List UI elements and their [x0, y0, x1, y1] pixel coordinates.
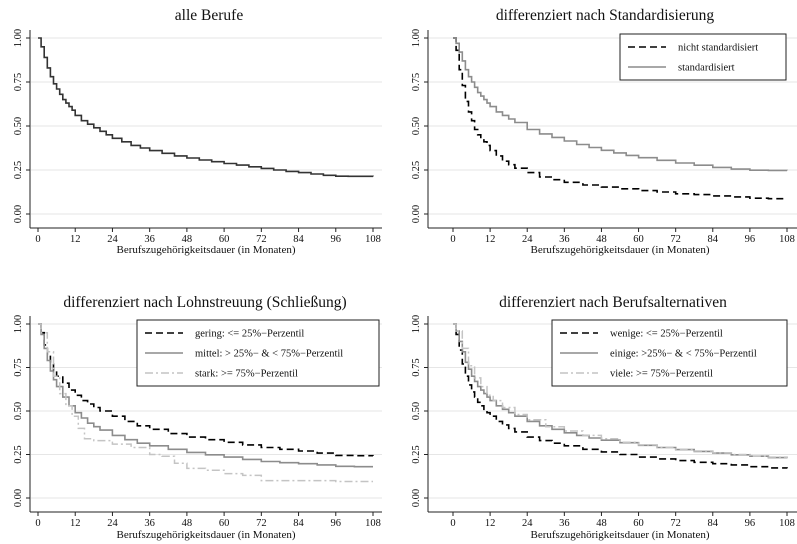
y-tick-label: 0.00: [411, 205, 422, 223]
y-tick-label: 0.50: [411, 117, 422, 135]
x-tick-label: 0: [35, 518, 40, 529]
series-line: [453, 37, 788, 172]
series-line: [38, 37, 374, 178]
panel-title: differenziert nach Lohnstreuung (Schließ…: [63, 294, 346, 311]
x-tick-label: 60: [219, 234, 230, 245]
x-tick-label: 48: [596, 518, 607, 529]
y-tick-label: 0.00: [411, 489, 422, 507]
panel-standardisierung: differenziert nach Standardisierung 0.00…: [411, 7, 797, 256]
x-tick-label: 108: [365, 518, 381, 529]
y-tick-label: 0.00: [13, 205, 24, 223]
x-axis-label: Berufszugehörigkeitsdauer (in Monaten): [531, 244, 710, 256]
legend-label: wenige: <= 25%−Perzentil: [610, 329, 723, 340]
panel-lohnstreuung: differenziert nach Lohnstreuung (Schließ…: [13, 294, 382, 541]
x-tick-label: 84: [293, 518, 304, 529]
y-tick-label: 0.25: [411, 161, 422, 179]
x-tick-label: 96: [331, 518, 342, 529]
series-line: [453, 323, 788, 458]
legend-label: einige: >25%− & < 75%−Perzentil: [610, 349, 757, 360]
x-tick-label: 72: [256, 518, 267, 529]
x-tick-label: 48: [182, 234, 193, 245]
plot-area: 0.00 0.25 0.50 0.75 1.00 0 12 24 36 48 60 72 84 96 108…: [411, 315, 797, 529]
x-tick-label: 48: [596, 234, 607, 245]
x-tick-label: 12: [70, 518, 81, 529]
y-tick-label: 0.75: [13, 73, 24, 91]
x-tick-label: 0: [450, 518, 455, 529]
x-tick-label: 36: [144, 518, 155, 529]
x-tick-label: 0: [450, 234, 455, 245]
panel-alle-berufe: alle Berufe 0.00 0.25 0.50 0.75 1.00 0 12 24 36 4…: [13, 7, 382, 256]
panel-title: alle Berufe: [175, 7, 244, 24]
panel-berufsalternativen: differenziert nach Berufsalternativen 0.…: [411, 294, 797, 541]
legend-label: standardisiert: [678, 63, 735, 74]
x-tick-label: 108: [365, 234, 381, 245]
legend: nicht standardisiert standardisiert: [619, 33, 787, 81]
series-line: [453, 323, 788, 469]
y-tick-label: 1.00: [13, 29, 24, 47]
x-tick-label: 48: [182, 518, 193, 529]
y-tick-label: 0.75: [13, 358, 24, 376]
x-tick-label: 108: [779, 234, 795, 245]
y-tick-label: 0.50: [13, 117, 24, 135]
x-tick-label: 36: [559, 234, 570, 245]
x-tick-label: 96: [331, 234, 342, 245]
x-tick-label: 72: [256, 234, 267, 245]
panel-title: differenziert nach Berufsalternativen: [499, 294, 727, 311]
y-tick-label: 0.25: [13, 445, 24, 463]
plot-area: 0.00 0.25 0.50 0.75 1.00 0 12 24 36 48 60 72 84 96 108…: [13, 315, 382, 529]
y-tick-label: 0.50: [411, 402, 422, 420]
legend: gering: <= 25%−Perzentil mittel: > 25%− &…: [136, 319, 380, 387]
x-tick-label: 24: [107, 518, 118, 529]
y-tick-label: 0.75: [411, 358, 422, 376]
x-tick-label: 24: [522, 518, 533, 529]
legend-label: stark: >= 75%−Perzentil: [195, 369, 298, 380]
plot-area: 0.00 0.25 0.50 0.75 1.00 0 12 24 36 48 60 72 84 96 108…: [411, 29, 797, 245]
legend-label: viele: >= 75%−Perzentil: [610, 369, 713, 380]
y-tick-label: 0.25: [13, 161, 24, 179]
series-line: [38, 323, 373, 483]
legend-label: mittel: > 25%− & < 75%−Perzentil: [195, 349, 343, 360]
x-tick-label: 12: [485, 234, 496, 245]
x-tick-label: 12: [70, 234, 81, 245]
x-tick-label: 0: [35, 234, 40, 245]
plot-area: 0.00 0.25 0.50 0.75 1.00 0 12 24 36 48 60 72 84 96 108: [13, 29, 382, 245]
x-axis-label: Berufszugehörigkeitsdauer (in Monaten): [117, 529, 296, 541]
x-tick-label: 96: [745, 234, 756, 245]
y-tick-label: 0.00: [13, 489, 24, 507]
y-tick-label: 1.00: [411, 29, 422, 47]
y-tick-label: 0.50: [13, 402, 24, 420]
panel-title: differenziert nach Standardisierung: [496, 7, 715, 24]
legend-label: gering: <= 25%−Perzentil: [195, 329, 304, 340]
x-tick-label: 12: [485, 518, 496, 529]
x-tick-label: 72: [670, 518, 681, 529]
legend-label: nicht standardisiert: [678, 43, 758, 54]
y-tick-label: 0.25: [411, 445, 422, 463]
x-tick-label: 24: [522, 234, 533, 245]
y-tick-label: 0.75: [411, 73, 422, 91]
x-tick-label: 60: [633, 518, 644, 529]
y-tick-label: 1.00: [13, 315, 24, 333]
x-tick-label: 24: [107, 234, 118, 245]
x-tick-label: 96: [745, 518, 756, 529]
x-tick-label: 60: [633, 234, 644, 245]
x-tick-label: 84: [708, 518, 719, 529]
x-axis-label: Berufszugehörigkeitsdauer (in Monaten): [531, 529, 710, 541]
y-tick-label: 1.00: [411, 315, 422, 333]
x-tick-label: 36: [144, 234, 155, 245]
x-tick-label: 60: [219, 518, 230, 529]
x-tick-label: 72: [670, 234, 681, 245]
legend-box: [619, 33, 787, 81]
x-tick-label: 108: [779, 518, 795, 529]
x-tick-label: 36: [559, 518, 570, 529]
x-tick-label: 84: [293, 234, 304, 245]
x-tick-label: 84: [708, 234, 719, 245]
x-axis-label: Berufszugehörigkeitsdauer (in Monaten): [117, 244, 296, 256]
legend: wenige: <= 25%−Perzentil einige: >25%− & …: [551, 319, 788, 387]
series-line: [453, 37, 788, 200]
